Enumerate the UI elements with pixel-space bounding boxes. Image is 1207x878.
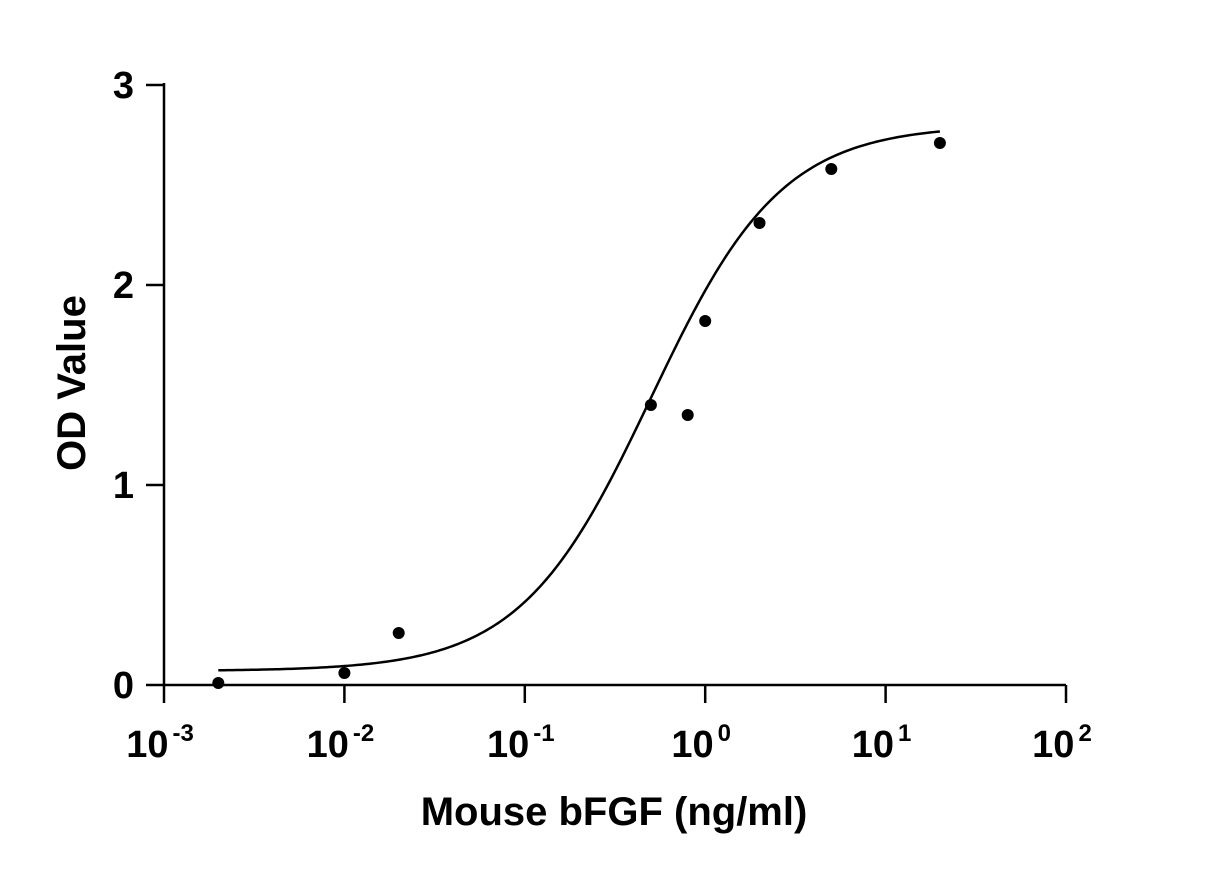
- y-tick-label: 2: [113, 265, 134, 307]
- axes: [162, 83, 1066, 687]
- data-point: [753, 217, 766, 229]
- y-tick-label: 3: [113, 65, 134, 107]
- data-point: [825, 163, 838, 175]
- data-point: [644, 399, 657, 411]
- x-tick-base: 10: [487, 724, 529, 766]
- data-point: [212, 677, 225, 689]
- x-tick-base: 10: [852, 724, 894, 766]
- data-point: [933, 137, 946, 149]
- x-tick-exponent: 1: [898, 720, 911, 747]
- x-tick-exponent: 0: [718, 720, 731, 747]
- x-tick-label: 10 -3: [126, 720, 194, 766]
- x-tick-base: 10: [126, 724, 168, 766]
- y-tick-label: 0: [113, 665, 134, 707]
- fit-curve-line: [218, 130, 941, 672]
- x-tick-exponent: -1: [533, 720, 554, 747]
- x-axis-title: Mouse bFGF (ng/ml): [421, 790, 808, 834]
- y-axis-title: OD Value: [50, 295, 94, 471]
- x-tick-exponent: -3: [172, 720, 193, 747]
- axis-titles: Mouse bFGF (ng/ml) OD Value: [50, 295, 807, 834]
- x-tick-exponent: 2: [1078, 720, 1091, 747]
- x-tick-base: 10: [671, 724, 713, 766]
- x-tick-exponent: -2: [353, 720, 374, 747]
- data-point: [392, 627, 405, 639]
- x-tick-base: 10: [307, 724, 349, 766]
- plot-area: [212, 130, 946, 689]
- y-tick-label: 1: [113, 465, 134, 507]
- data-point: [681, 409, 694, 421]
- x-tick-base: 10: [1032, 724, 1074, 766]
- data-point: [338, 667, 351, 679]
- x-tick-label: 10 0: [671, 720, 731, 766]
- data-point: [699, 315, 712, 327]
- x-tick-label: 10 -1: [487, 720, 555, 766]
- x-tick-label: 10 1: [852, 720, 912, 766]
- x-tick-label: 10 -2: [307, 720, 375, 766]
- x-tick-label: 10 2: [1032, 720, 1092, 766]
